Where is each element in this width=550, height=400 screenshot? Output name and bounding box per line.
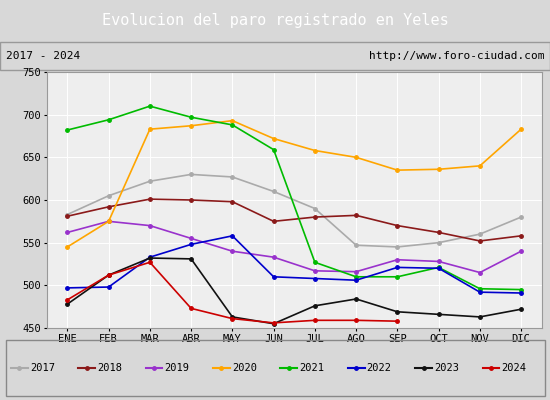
Text: 2023: 2023 <box>434 363 459 373</box>
Text: 2017: 2017 <box>30 363 55 373</box>
Text: 2020: 2020 <box>232 363 257 373</box>
Text: Evolucion del paro registrado en Yeles: Evolucion del paro registrado en Yeles <box>102 14 448 28</box>
Text: 2017 - 2024: 2017 - 2024 <box>6 51 80 61</box>
Text: 2019: 2019 <box>164 363 190 373</box>
Text: 2018: 2018 <box>97 363 122 373</box>
Text: http://www.foro-ciudad.com: http://www.foro-ciudad.com <box>369 51 544 61</box>
Text: 2021: 2021 <box>299 363 324 373</box>
Text: 2022: 2022 <box>367 363 392 373</box>
Text: 2024: 2024 <box>502 363 526 373</box>
